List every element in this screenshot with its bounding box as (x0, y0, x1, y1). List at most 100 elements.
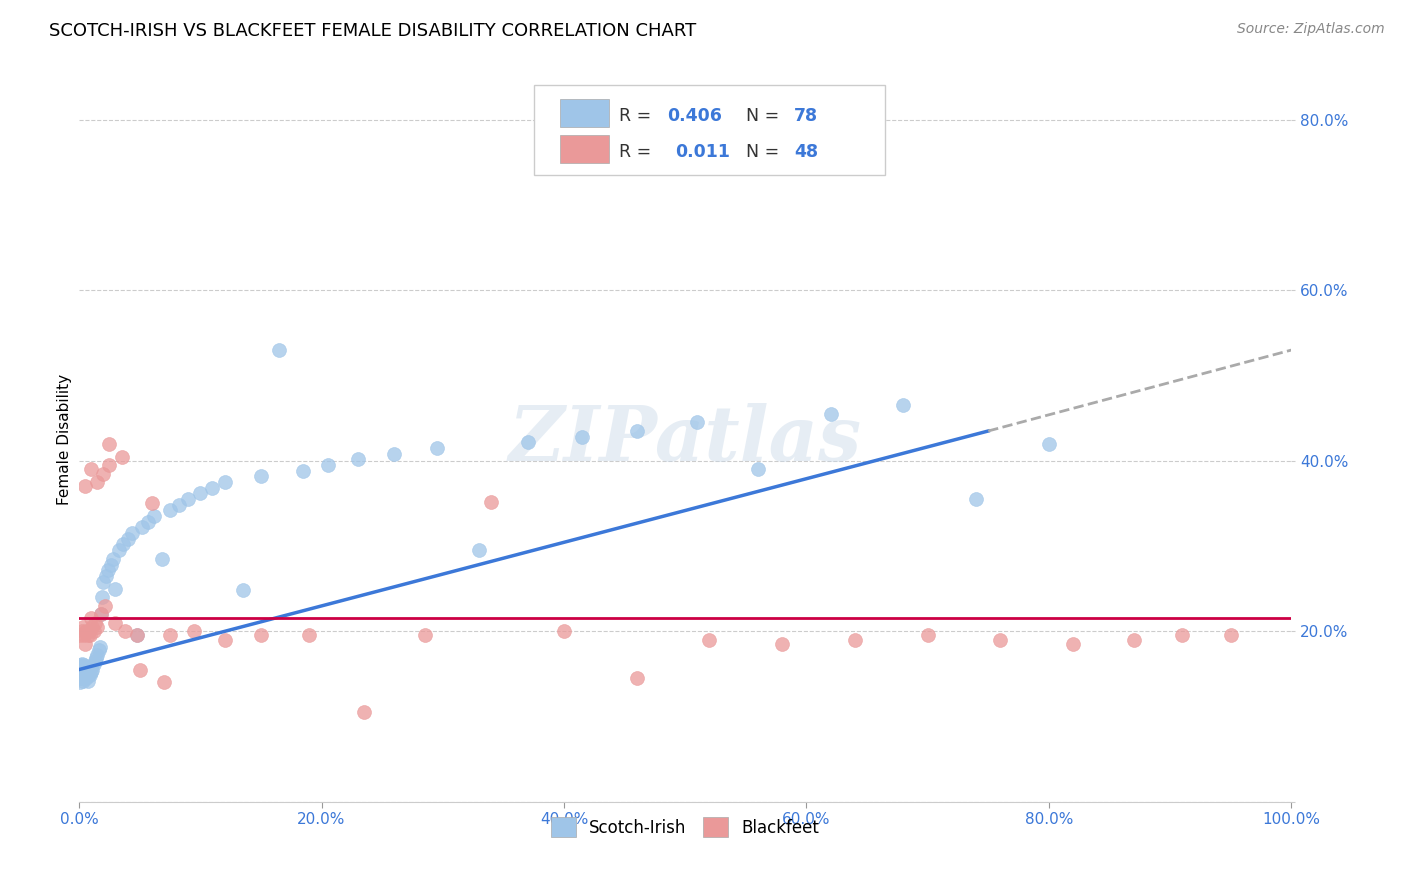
Point (79, 668, 101, 682)
Point (298, 628, 321, 642)
Point (76, 673, 98, 688)
Point (128, 663, 150, 677)
Point (250, 469, 273, 483)
Point (820, 407, 842, 421)
Point (917, 628, 939, 642)
Point (571, 430, 593, 444)
Point (75, 624, 97, 639)
Point (101, 551, 124, 566)
FancyBboxPatch shape (534, 85, 886, 175)
Point (86, 620, 108, 634)
Point (75, 668, 97, 682)
Text: R =: R = (619, 143, 662, 161)
Point (479, 494, 502, 508)
Point (73, 663, 96, 677)
Point (353, 705, 375, 719)
Point (770, 637, 793, 651)
Text: N =: N = (745, 107, 785, 125)
Text: 48: 48 (794, 143, 818, 161)
Point (1219, 628, 1241, 642)
Point (75, 479, 97, 493)
Point (76, 628, 98, 642)
Point (72, 620, 94, 634)
Point (70, 624, 93, 639)
Point (167, 498, 190, 512)
Point (73, 671, 96, 685)
Point (201, 481, 224, 495)
Point (893, 399, 915, 413)
Point (269, 343, 291, 357)
Point (93, 599, 115, 613)
Point (76, 668, 98, 682)
Point (73, 658, 96, 673)
Point (93, 467, 115, 481)
Point (80, 660, 103, 674)
Point (69, 675, 91, 690)
Point (626, 671, 648, 685)
Point (86, 648, 108, 662)
Y-axis label: Female Disability: Female Disability (58, 374, 72, 505)
Point (1062, 637, 1084, 651)
Point (83, 654, 105, 668)
Point (80, 665, 103, 679)
Point (72, 673, 94, 688)
Point (382, 447, 405, 461)
Point (100, 558, 122, 572)
Point (114, 624, 136, 639)
Point (75, 671, 97, 685)
Point (468, 543, 491, 558)
Text: ZIPatlas: ZIPatlas (509, 402, 862, 476)
Point (214, 632, 236, 647)
Point (699, 632, 721, 647)
Point (69, 666, 91, 681)
Point (77, 666, 100, 681)
Point (131, 520, 153, 534)
Text: 78: 78 (794, 107, 818, 125)
Point (97, 563, 120, 577)
Point (1038, 436, 1060, 450)
Point (121, 526, 143, 541)
Point (69, 658, 91, 673)
Point (83, 615, 105, 630)
Point (553, 624, 575, 639)
Point (159, 503, 181, 517)
Text: Source: ZipAtlas.com: Source: ZipAtlas.com (1237, 22, 1385, 37)
Point (1171, 628, 1194, 642)
Text: N =: N = (745, 143, 785, 161)
Point (90, 607, 112, 622)
Point (426, 441, 449, 455)
Point (82, 620, 104, 634)
Point (136, 515, 159, 529)
Point (413, 628, 436, 642)
Point (72, 660, 94, 674)
Point (108, 543, 131, 558)
Point (110, 450, 132, 464)
Point (77, 624, 100, 639)
Point (153, 675, 176, 690)
Point (316, 458, 339, 472)
Point (98, 458, 121, 472)
Point (214, 475, 236, 489)
Point (844, 632, 866, 647)
Point (292, 464, 315, 478)
Point (70, 663, 93, 677)
Point (70, 668, 93, 682)
Point (87, 643, 110, 657)
Text: 0.406: 0.406 (666, 107, 721, 125)
Point (69, 671, 91, 685)
Point (75, 666, 97, 681)
Point (127, 628, 149, 642)
Point (69, 663, 91, 677)
Point (91, 590, 114, 604)
Point (143, 509, 166, 524)
Point (73, 628, 96, 642)
Point (516, 435, 538, 450)
Point (686, 416, 709, 430)
Point (73, 666, 96, 681)
FancyBboxPatch shape (561, 99, 609, 127)
Point (82, 663, 104, 677)
Point (72, 668, 94, 682)
Point (183, 624, 205, 639)
Text: SCOTCH-IRISH VS BLACKFEET FEMALE DISABILITY CORRELATION CHART: SCOTCH-IRISH VS BLACKFEET FEMALE DISABIL… (49, 22, 696, 40)
Point (94, 569, 117, 583)
